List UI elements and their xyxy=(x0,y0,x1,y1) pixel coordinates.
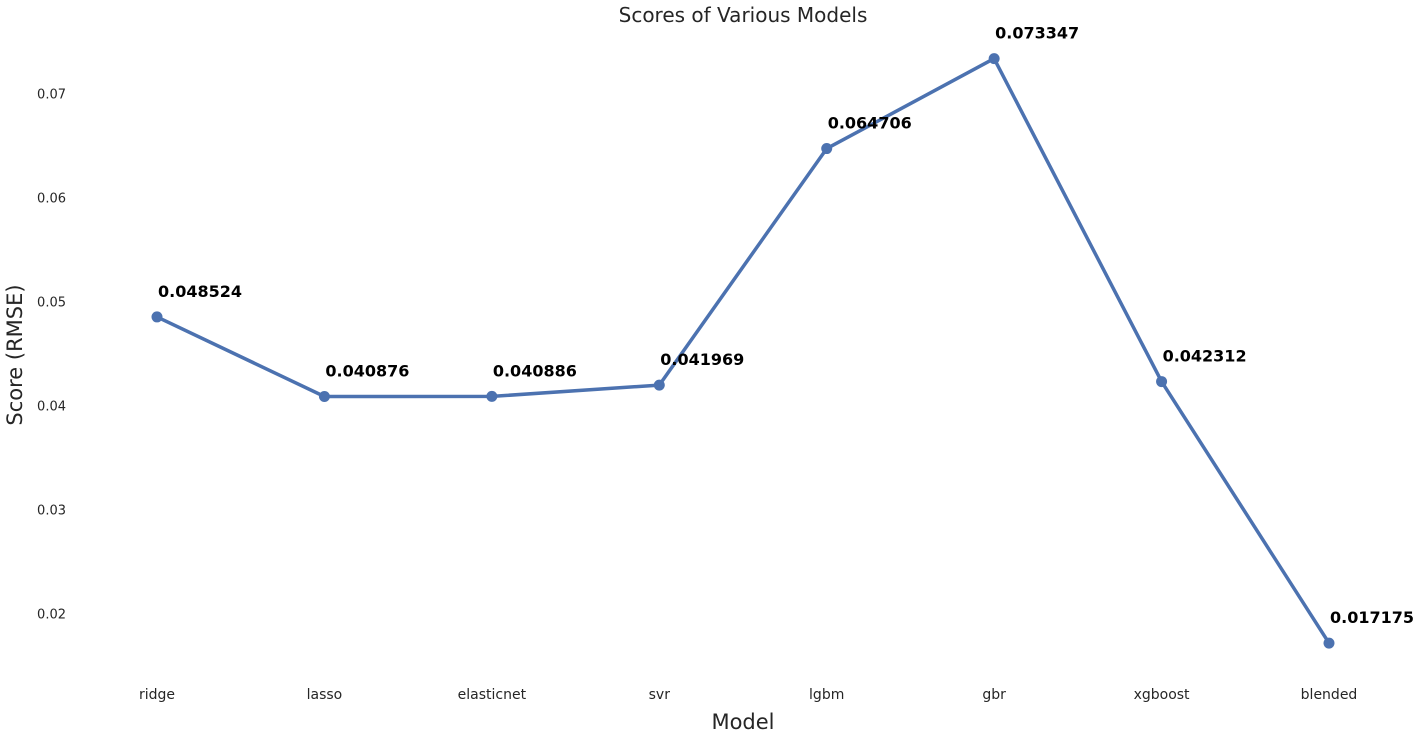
data-point xyxy=(151,311,163,323)
data-label: 0.073347 xyxy=(995,24,1079,43)
y-tick-label: 0.07 xyxy=(37,87,66,102)
y-axis-label: Score (RMSE) xyxy=(3,284,27,425)
y-tick-label: 0.04 xyxy=(37,400,66,415)
series-line-group xyxy=(155,56,1331,645)
x-tick-label: lasso xyxy=(307,687,343,703)
x-tick-label: blended xyxy=(1301,687,1358,703)
data-labels: 0.048524 0.040876 0.040886 0.041969 0.064706… xyxy=(158,24,1414,627)
x-axis-label: Model xyxy=(711,710,774,734)
x-tick-labels: ridge lasso elasticnet svr lgbm gbr xgboost ble… xyxy=(139,687,1357,703)
y-tick-labels: 0.02 0.03 0.04 0.05 0.06 0.07 xyxy=(37,87,66,622)
data-point xyxy=(1156,376,1168,388)
data-label: 0.041969 xyxy=(660,350,744,369)
x-tick-label: lgbm xyxy=(809,687,844,703)
x-tick-label: ridge xyxy=(139,687,175,703)
data-label: 0.040876 xyxy=(325,362,409,381)
series-line xyxy=(155,56,1331,645)
x-tick-label: elasticnet xyxy=(458,687,527,703)
x-tick-label: svr xyxy=(649,687,671,703)
data-point xyxy=(318,391,330,403)
y-tick-label: 0.06 xyxy=(37,192,66,207)
data-label: 0.017175 xyxy=(1330,608,1414,627)
data-point xyxy=(988,53,1000,65)
x-tick-label: gbr xyxy=(982,687,1006,703)
data-point xyxy=(821,143,833,155)
chart-title: Scores of Various Models xyxy=(619,3,868,27)
data-points xyxy=(151,53,1335,649)
y-tick-label: 0.02 xyxy=(37,608,66,623)
data-label: 0.064706 xyxy=(828,114,912,133)
y-tick-label: 0.03 xyxy=(37,504,66,519)
data-label: 0.040886 xyxy=(493,361,577,380)
data-point xyxy=(486,390,498,402)
data-label: 0.048524 xyxy=(158,282,242,301)
x-tick-label: xgboost xyxy=(1134,687,1190,703)
data-label: 0.042312 xyxy=(1163,347,1247,366)
data-point xyxy=(653,379,665,391)
y-tick-label: 0.05 xyxy=(37,296,66,311)
data-point xyxy=(1323,637,1335,649)
